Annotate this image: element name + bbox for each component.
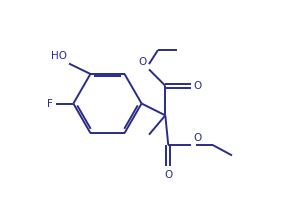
Text: HO: HO: [51, 51, 67, 61]
Text: O: O: [193, 133, 201, 143]
Text: O: O: [138, 57, 147, 67]
Text: F: F: [47, 98, 53, 109]
Text: O: O: [164, 170, 173, 180]
Text: O: O: [193, 81, 202, 91]
